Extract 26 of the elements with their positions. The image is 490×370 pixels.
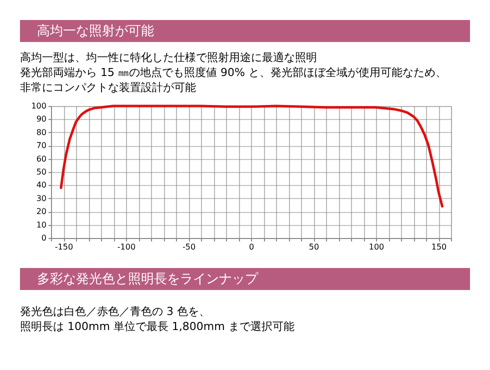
x-tick-label: 0: [248, 242, 254, 252]
x-tick-label: 150: [431, 242, 447, 252]
line-series: [60, 104, 444, 208]
x-tick-label: -150: [54, 242, 74, 252]
y-tick-label: 10: [36, 220, 46, 230]
y-tick-label: 80: [36, 128, 46, 137]
y-tick-label: 0: [41, 234, 46, 242]
x-tick-label: -100: [117, 242, 136, 252]
y-tick-label: 60: [36, 154, 46, 164]
chart-title: 高均一な照射が可能: [37, 23, 154, 39]
text: 発光色は白色／赤色／青色の 3 色を、: [20, 305, 210, 318]
y-tick-label: 70: [36, 141, 46, 150]
y-tick-label: 40: [36, 180, 46, 190]
x-tick-label: 100: [368, 242, 384, 252]
x-tick-label: -50: [182, 242, 196, 252]
text: 多彩な発光色と照明長をラインナップ: [37, 272, 259, 287]
y-tick-label: 30: [36, 194, 46, 203]
y-tick-label: 50: [36, 168, 46, 176]
x-tick-label: 50: [308, 242, 320, 252]
text: 照明長は 100mm 単位で最長 1,800mm まで選択可能: [20, 320, 294, 333]
text: 高均一型は、均一性に特化した仕様で照射用途に最適な照明: [20, 51, 317, 64]
y-tick-label: 20: [36, 207, 46, 216]
y-tick-label: 90: [36, 114, 46, 124]
y-tick-label: 100: [31, 102, 46, 110]
text: 発光部両端から 15 ㎜の地点でも照度値 90% と、発光部ほぼ全域が使用可能なため、: [20, 66, 446, 79]
text: 非常にコンパクトな装置設計が可能: [20, 81, 196, 94]
